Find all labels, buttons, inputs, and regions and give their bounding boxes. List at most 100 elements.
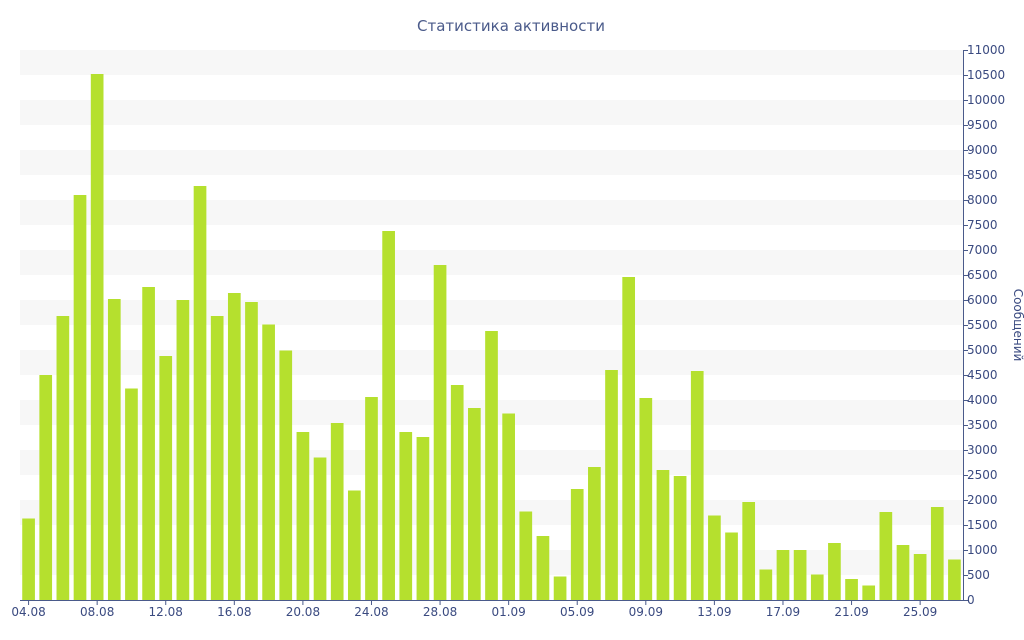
bar-26.08 <box>399 432 413 600</box>
bar-30.08 <box>468 408 481 600</box>
bar-12.08 <box>159 356 173 600</box>
y-tick-label: 5500 <box>967 318 998 332</box>
bar-23.08 <box>347 490 361 600</box>
bar-22.09 <box>862 585 876 600</box>
x-tick-label: 04.08 <box>11 605 45 619</box>
bar-15.08 <box>210 316 224 600</box>
y-tick-label: 10500 <box>967 68 1005 82</box>
y-tick-label: 1000 <box>967 543 998 557</box>
bar-21.08 <box>313 457 327 600</box>
y-tick-label: 3000 <box>967 443 998 457</box>
bar-07.08 <box>73 195 87 600</box>
bar-20.08 <box>296 432 310 600</box>
x-tick-label: 08.08 <box>80 605 114 619</box>
bar-04.09 <box>553 576 567 600</box>
bar-25.08 <box>382 231 395 600</box>
bar-10.08 <box>125 388 138 600</box>
y-tick-label: 11000 <box>967 43 1005 57</box>
y-tick-label: 500 <box>967 568 990 582</box>
bar-27.08 <box>416 437 430 600</box>
y-tick-label: 6000 <box>967 293 998 307</box>
bar-16.09 <box>759 569 773 600</box>
y-tick-label: 5000 <box>967 343 998 357</box>
bar-17.09 <box>776 550 790 600</box>
y-tick-label: 2500 <box>967 468 998 482</box>
y-ticks: 0 500 1000 1500 2000 2500 3000 3500 4000 4500 5000… <box>963 43 1005 607</box>
bar-10.09 <box>656 470 670 600</box>
y-tick-label: 1500 <box>967 518 998 532</box>
bar-13.09 <box>708 515 721 600</box>
bar-01.09 <box>502 413 515 600</box>
bar-03.09 <box>536 536 550 600</box>
y-axis-title: Сообщений <box>1011 289 1024 362</box>
x-tick-label: 16.08 <box>217 605 251 619</box>
bar-05.09 <box>570 489 584 600</box>
bar-04.08 <box>22 518 35 600</box>
grid-band <box>20 300 963 325</box>
y-tick-label: 2000 <box>967 493 998 507</box>
bar-24.08 <box>365 397 378 600</box>
grid-band <box>20 100 963 125</box>
x-ticks: 04.08 08.08 12.08 16.08 20.08 24.08 28.08 01.09… <box>11 600 937 619</box>
bar-07.09 <box>605 370 618 600</box>
bar-14.08 <box>193 186 207 600</box>
x-tick-label: 05.09 <box>560 605 594 619</box>
bar-26.09 <box>930 507 944 600</box>
x-tick-label: 09.09 <box>629 605 663 619</box>
bar-18.09 <box>793 550 807 600</box>
x-tick-label: 12.08 <box>149 605 183 619</box>
bar-09.08 <box>107 299 121 600</box>
y-tick-label: 3500 <box>967 418 998 432</box>
bar-09.09 <box>639 398 653 600</box>
bar-06.08 <box>56 316 70 600</box>
y-tick-label: 7500 <box>967 218 998 232</box>
bar-19.08 <box>279 350 293 600</box>
bar-02.09 <box>519 511 533 600</box>
y-tick-label: 9500 <box>967 118 998 132</box>
y-tick-label: 6500 <box>967 268 998 282</box>
bar-16.08 <box>227 293 241 600</box>
y-tick-label: 7000 <box>967 243 998 257</box>
bar-28.08 <box>433 265 447 600</box>
bar-17.08 <box>245 302 258 600</box>
y-tick-label: 9000 <box>967 143 998 157</box>
bar-29.08 <box>450 385 464 600</box>
y-tick-label: 8500 <box>967 168 998 182</box>
bar-13.08 <box>176 300 190 600</box>
bar-20.09 <box>828 543 841 600</box>
bar-14.09 <box>725 532 738 600</box>
bar-25.09 <box>913 554 927 600</box>
bar-23.09 <box>879 512 893 600</box>
x-tick-label: 24.08 <box>354 605 388 619</box>
bar-24.09 <box>896 545 910 600</box>
y-tick-label: 8000 <box>967 193 998 207</box>
bar-31.08 <box>485 331 498 600</box>
bars <box>22 74 961 600</box>
bar-18.08 <box>262 324 275 600</box>
x-tick-label: 13.09 <box>697 605 731 619</box>
bar-08.09 <box>622 277 636 600</box>
y-tick-label: 0 <box>967 593 975 607</box>
bar-08.08 <box>90 74 104 600</box>
y-tick-label: 10000 <box>967 93 1005 107</box>
x-tick-label: 21.09 <box>834 605 868 619</box>
x-tick-label: 20.08 <box>286 605 320 619</box>
y-tick-label: 4000 <box>967 393 998 407</box>
x-tick-label: 25.09 <box>903 605 937 619</box>
grid-band <box>20 150 963 175</box>
x-tick-label: 28.08 <box>423 605 457 619</box>
y-tick-label: 4500 <box>967 368 998 382</box>
grid-band <box>20 50 963 75</box>
bar-06.09 <box>588 467 601 600</box>
bar-15.09 <box>742 502 756 600</box>
bar-22.08 <box>330 423 344 600</box>
x-tick-label: 17.09 <box>766 605 800 619</box>
bar-21.09 <box>845 579 858 600</box>
bar-11.09 <box>673 476 687 600</box>
grid-band <box>20 250 963 275</box>
x-tick-label: 01.09 <box>491 605 525 619</box>
grid-band <box>20 200 963 225</box>
bar-19.09 <box>810 574 824 600</box>
